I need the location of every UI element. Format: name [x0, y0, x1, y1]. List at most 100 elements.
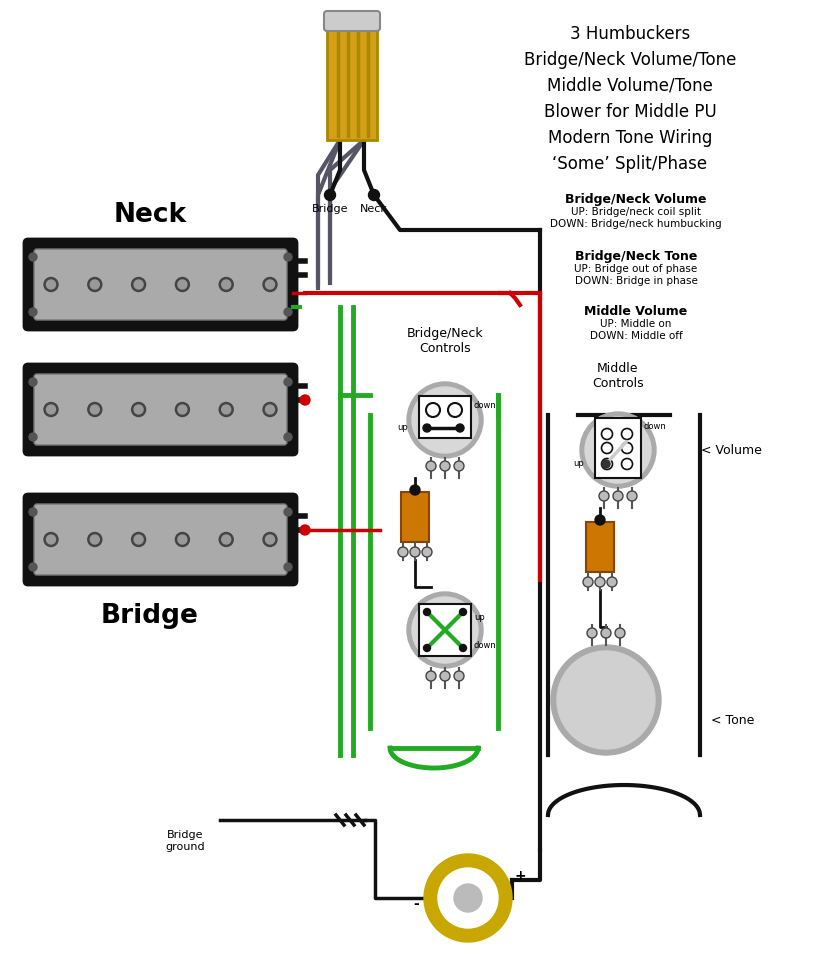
Circle shape [44, 403, 58, 416]
Circle shape [222, 405, 231, 414]
Circle shape [263, 532, 277, 546]
Circle shape [178, 535, 187, 544]
Circle shape [412, 387, 478, 453]
Circle shape [178, 280, 187, 289]
Circle shape [88, 403, 102, 416]
Text: 3 Humbuckers: 3 Humbuckers [570, 25, 690, 43]
Text: UP: Bridge/neck coil split
DOWN: Bridge/neck humbucking: UP: Bridge/neck coil split DOWN: Bridge/… [550, 207, 722, 229]
FancyBboxPatch shape [34, 504, 287, 575]
Text: +: + [515, 869, 527, 883]
Circle shape [90, 280, 99, 289]
Circle shape [44, 277, 58, 291]
Text: up: up [474, 614, 485, 622]
Circle shape [426, 671, 436, 681]
Text: Middle Volume/Tone: Middle Volume/Tone [547, 77, 713, 95]
Circle shape [454, 671, 464, 681]
Circle shape [284, 308, 292, 316]
Circle shape [175, 403, 189, 416]
Circle shape [602, 460, 610, 468]
Circle shape [178, 405, 187, 414]
Circle shape [595, 577, 605, 587]
Circle shape [454, 461, 464, 471]
Circle shape [426, 461, 436, 471]
Circle shape [438, 868, 498, 928]
Circle shape [284, 433, 292, 441]
Circle shape [601, 628, 611, 638]
Text: Bridge/Neck Tone: Bridge/Neck Tone [575, 250, 697, 263]
Text: down: down [474, 401, 497, 410]
Circle shape [551, 645, 661, 755]
Circle shape [557, 651, 655, 749]
Text: Bridge
ground: Bridge ground [165, 830, 205, 852]
Text: Bridge: Bridge [312, 204, 348, 214]
Circle shape [599, 491, 609, 501]
Circle shape [265, 535, 274, 544]
Circle shape [44, 532, 58, 546]
Text: Bridge/Neck Volume: Bridge/Neck Volume [565, 193, 707, 206]
Circle shape [627, 491, 637, 501]
Bar [401, 492, 429, 542]
Circle shape [263, 277, 277, 291]
Bar [595, 418, 641, 478]
Circle shape [622, 458, 632, 470]
Circle shape [459, 609, 467, 616]
Text: up: up [573, 459, 584, 469]
Circle shape [47, 280, 56, 289]
Circle shape [398, 547, 408, 557]
FancyBboxPatch shape [24, 364, 297, 455]
Circle shape [440, 461, 450, 471]
Circle shape [219, 403, 233, 416]
Circle shape [134, 535, 143, 544]
Circle shape [284, 508, 292, 516]
Circle shape [459, 645, 467, 652]
Circle shape [47, 535, 56, 544]
Circle shape [587, 628, 597, 638]
Circle shape [595, 515, 605, 525]
Circle shape [222, 280, 231, 289]
Circle shape [407, 592, 483, 668]
Circle shape [132, 277, 146, 291]
Text: -: - [413, 897, 419, 911]
Circle shape [90, 405, 99, 414]
Circle shape [412, 597, 478, 663]
Circle shape [410, 485, 420, 495]
Circle shape [219, 277, 233, 291]
Circle shape [265, 405, 274, 414]
Circle shape [132, 532, 146, 546]
Circle shape [175, 532, 189, 546]
Text: Bridge: Bridge [101, 603, 199, 629]
Circle shape [422, 547, 432, 557]
Circle shape [222, 535, 231, 544]
FancyBboxPatch shape [34, 249, 287, 320]
FancyBboxPatch shape [24, 239, 297, 330]
Circle shape [583, 577, 593, 587]
Circle shape [424, 854, 512, 942]
Circle shape [284, 253, 292, 261]
Circle shape [622, 443, 632, 453]
Bar [419, 604, 471, 656]
Circle shape [456, 424, 464, 432]
Circle shape [454, 884, 482, 912]
Text: UP: Middle on
DOWN: Middle off: UP: Middle on DOWN: Middle off [590, 319, 682, 341]
Text: ‘Some’ Split/Phase: ‘Some’ Split/Phase [553, 155, 708, 173]
Circle shape [265, 280, 274, 289]
Circle shape [29, 508, 37, 516]
Circle shape [622, 429, 632, 440]
Circle shape [423, 424, 431, 432]
Circle shape [324, 190, 336, 200]
Circle shape [29, 563, 37, 571]
Circle shape [134, 405, 143, 414]
Text: Neck: Neck [360, 204, 388, 214]
Circle shape [88, 532, 102, 546]
Bar [586, 522, 614, 572]
Circle shape [369, 190, 379, 200]
Text: Modern Tone Wiring: Modern Tone Wiring [548, 129, 713, 147]
Bar [327, 22, 377, 140]
Circle shape [448, 403, 462, 417]
Circle shape [29, 253, 37, 261]
Circle shape [423, 609, 431, 616]
Circle shape [407, 382, 483, 458]
FancyBboxPatch shape [24, 494, 297, 585]
Circle shape [284, 378, 292, 386]
Circle shape [615, 628, 625, 638]
